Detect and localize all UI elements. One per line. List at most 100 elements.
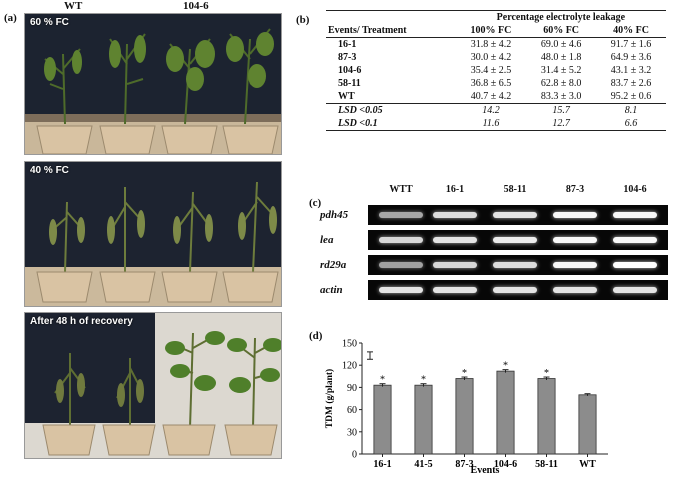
table-cell: 48.0 ± 1.8 bbox=[540, 52, 582, 63]
table-cell-event: WT bbox=[338, 91, 355, 102]
table-cell: 31.8 ± 4.2 bbox=[470, 39, 512, 50]
x-tick-label: 104-6 bbox=[494, 459, 517, 470]
gel-band bbox=[379, 237, 423, 243]
table-cell: 12.7 bbox=[526, 117, 597, 131]
table-cell: 8.1 bbox=[596, 103, 666, 117]
photo-60-fc: 60 % FC bbox=[24, 13, 282, 155]
gel-lane-label: 58-11 bbox=[503, 184, 527, 195]
table-cell-event: 104-6 bbox=[338, 65, 362, 76]
photo-caption-60-fc: 60 % FC bbox=[30, 17, 69, 28]
gel-band bbox=[433, 212, 477, 218]
photo-40-fc: 40 % FC bbox=[24, 161, 282, 307]
table-row: 104-6 35.4 ± 2.5 31.4 ± 5.2 43.1 ± 3.2 bbox=[326, 64, 666, 77]
gel-band bbox=[613, 262, 657, 268]
gel-band bbox=[379, 212, 423, 218]
gel-lane-label: 87-3 bbox=[565, 184, 585, 195]
table-row-header: Events/ Treatment bbox=[326, 24, 456, 38]
table-row: 16-1 31.8 ± 4.2 69.0 ± 4.6 91.7 ± 1.6 bbox=[326, 38, 666, 52]
y-tick-label: 90 bbox=[347, 383, 357, 394]
panel-b-label: (b) bbox=[296, 14, 310, 26]
photo-caption-recovery: After 48 h of recovery bbox=[30, 316, 133, 327]
x-tick-label: 41-5 bbox=[414, 459, 432, 470]
gel-band bbox=[553, 237, 597, 243]
gel-band bbox=[553, 212, 597, 218]
table-row: 58-11 36.8 ± 6.5 62.8 ± 8.0 83.7 ± 2.6 bbox=[326, 77, 666, 90]
electrolyte-leakage-table: Percentage electrolyte leakage Events/ T… bbox=[326, 10, 666, 131]
significance-marker: * bbox=[503, 361, 508, 372]
gel-band bbox=[493, 237, 537, 243]
gel-strip-actin bbox=[368, 280, 668, 300]
gel-band bbox=[553, 262, 597, 268]
gel-band bbox=[379, 287, 423, 293]
panel-c-label: (c) bbox=[309, 197, 322, 209]
gene-label-actin: actin bbox=[320, 284, 343, 296]
bar bbox=[373, 384, 392, 455]
gel-lane-label: WTT bbox=[389, 184, 413, 195]
bar bbox=[496, 370, 515, 455]
bar bbox=[537, 378, 556, 455]
y-tick-label: 30 bbox=[347, 427, 357, 438]
gel-band bbox=[613, 287, 657, 293]
table-cell: 15.7 bbox=[526, 103, 597, 117]
significance-marker: * bbox=[380, 375, 385, 386]
gene-label-rd29a: rd29a bbox=[320, 259, 347, 271]
gel-band bbox=[493, 262, 537, 268]
gel-band bbox=[553, 287, 597, 293]
table-cell: 6.6 bbox=[596, 117, 666, 131]
column-label-wt: WT bbox=[64, 0, 83, 12]
table-cell: 83.7 ± 2.6 bbox=[610, 78, 652, 89]
table-col-header: 100% FC bbox=[455, 24, 527, 38]
bar bbox=[578, 394, 597, 455]
table-cell: 40.7 ± 4.2 bbox=[470, 91, 512, 102]
table-cell: 62.8 ± 8.0 bbox=[540, 78, 582, 89]
gel-lane-label: 104-6 bbox=[623, 184, 647, 195]
plants-60-fc-image bbox=[25, 14, 281, 154]
x-tick-label: 16-1 bbox=[373, 459, 391, 470]
table-row: 87-3 30.0 ± 4.2 48.0 ± 1.8 64.9 ± 3.6 bbox=[326, 51, 666, 64]
table-cell: 35.4 ± 2.5 bbox=[470, 65, 512, 76]
table-cell: 43.1 ± 3.2 bbox=[610, 65, 652, 76]
panel-a-label: (a) bbox=[4, 12, 17, 24]
bar bbox=[414, 384, 433, 455]
x-tick-label: WT bbox=[579, 459, 596, 470]
table-cell-event: 16-1 bbox=[338, 39, 357, 50]
table-cell-event: 58-11 bbox=[338, 78, 361, 89]
bar bbox=[455, 378, 474, 455]
gel-strip-lea bbox=[368, 230, 668, 250]
table-cell: 95.2 ± 0.6 bbox=[610, 91, 652, 102]
table-cell: 30.0 ± 4.2 bbox=[470, 52, 512, 63]
photo-after-recovery: After 48 h of recovery bbox=[24, 312, 282, 459]
gel-band bbox=[613, 237, 657, 243]
photo-caption-40-fc: 40 % FC bbox=[30, 165, 69, 176]
table-cell: 91.7 ± 1.6 bbox=[610, 39, 652, 50]
gel-lane-labels: WTT 16-1 58-11 87-3 104-6 bbox=[368, 184, 668, 198]
significance-marker: * bbox=[421, 375, 426, 386]
gel-band bbox=[433, 262, 477, 268]
table-cell: 83.3 ± 3.0 bbox=[540, 91, 582, 102]
table-row: WT 40.7 ± 4.2 83.3 ± 3.0 95.2 ± 0.6 bbox=[326, 90, 666, 104]
x-tick-label: 87-3 bbox=[455, 459, 473, 470]
gel-strip-pdh45 bbox=[368, 205, 668, 225]
y-axis-label: TDM (g/plant) bbox=[324, 369, 335, 428]
table-col-header: 40% FC bbox=[596, 24, 666, 38]
table-cell-event: 87-3 bbox=[338, 52, 357, 63]
gel-band bbox=[493, 212, 537, 218]
gel-strip-rd29a bbox=[368, 255, 668, 275]
table-cell: 36.8 ± 6.5 bbox=[470, 78, 512, 89]
gel-band bbox=[379, 262, 423, 268]
table-col-header: 60% FC bbox=[526, 24, 597, 38]
column-label-104-6: 104-6 bbox=[183, 0, 209, 12]
gel-band bbox=[493, 287, 537, 293]
significance-marker: * bbox=[544, 368, 549, 379]
x-tick-label: 58-11 bbox=[535, 459, 558, 470]
y-tick-label: 120 bbox=[342, 361, 357, 372]
gene-label-pdh45: pdh45 bbox=[320, 209, 349, 221]
table-cell: 31.4 ± 5.2 bbox=[540, 65, 582, 76]
y-tick-label: 0 bbox=[352, 450, 357, 461]
table-row-lsd: LSD <0.05 14.2 15.7 8.1 bbox=[326, 103, 666, 117]
panel-d-label: (d) bbox=[309, 330, 323, 342]
y-tick-label: 60 bbox=[347, 405, 357, 416]
plants-recovery-image bbox=[25, 313, 281, 458]
significance-marker: * bbox=[462, 368, 467, 379]
